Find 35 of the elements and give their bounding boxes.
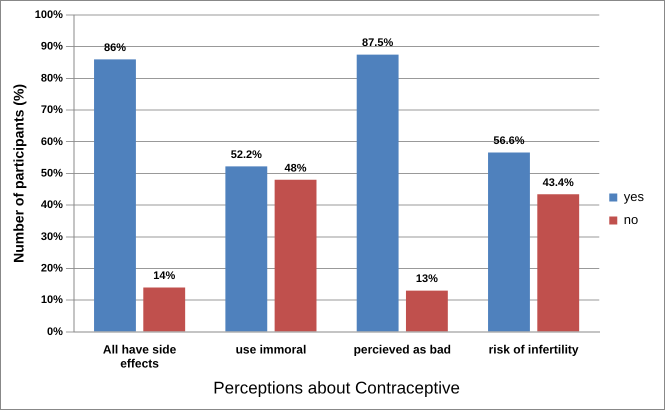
bar xyxy=(94,59,136,332)
y-tick-label: 70% xyxy=(40,104,64,116)
legend-label: yes xyxy=(624,189,644,204)
y-tick-label: 100% xyxy=(34,9,64,22)
x-axis-title: Perceptions about Contraceptive xyxy=(213,378,460,398)
data-label: 56.6% xyxy=(493,135,525,148)
y-axis-title: Number of participants (%) xyxy=(10,84,26,263)
legend-label: no xyxy=(624,212,638,228)
x-tick-label: All have side effects xyxy=(102,342,177,371)
y-tick-label: 60% xyxy=(40,136,64,148)
bar xyxy=(356,54,399,332)
bar xyxy=(225,166,268,332)
y-tick-label: 90% xyxy=(40,40,64,53)
x-tick-label: risk of infertility xyxy=(488,342,579,356)
y-tick-label: 30% xyxy=(40,230,64,243)
y-tick-label: 50% xyxy=(40,167,64,180)
data-label: 52.2% xyxy=(230,148,262,161)
bar xyxy=(406,290,448,332)
y-tick-label: 0% xyxy=(47,326,64,338)
data-label: 43.4% xyxy=(542,176,574,189)
bar xyxy=(143,287,186,332)
y-tick-label: 10% xyxy=(40,294,64,306)
x-tick-label: use immoral xyxy=(236,342,306,356)
data-label: 48% xyxy=(284,162,307,174)
y-tick-label: 40% xyxy=(40,199,64,212)
y-tick-label: 20% xyxy=(40,262,64,274)
bar xyxy=(488,152,530,332)
data-label: 14% xyxy=(153,270,176,282)
bar xyxy=(537,194,580,332)
x-tick-label: percieved as bad xyxy=(354,342,451,356)
data-label: 87.5% xyxy=(362,37,394,50)
y-tick-label: 80% xyxy=(40,72,64,84)
data-label: 13% xyxy=(416,273,438,286)
bar xyxy=(274,180,316,332)
data-label: 86% xyxy=(104,42,126,54)
